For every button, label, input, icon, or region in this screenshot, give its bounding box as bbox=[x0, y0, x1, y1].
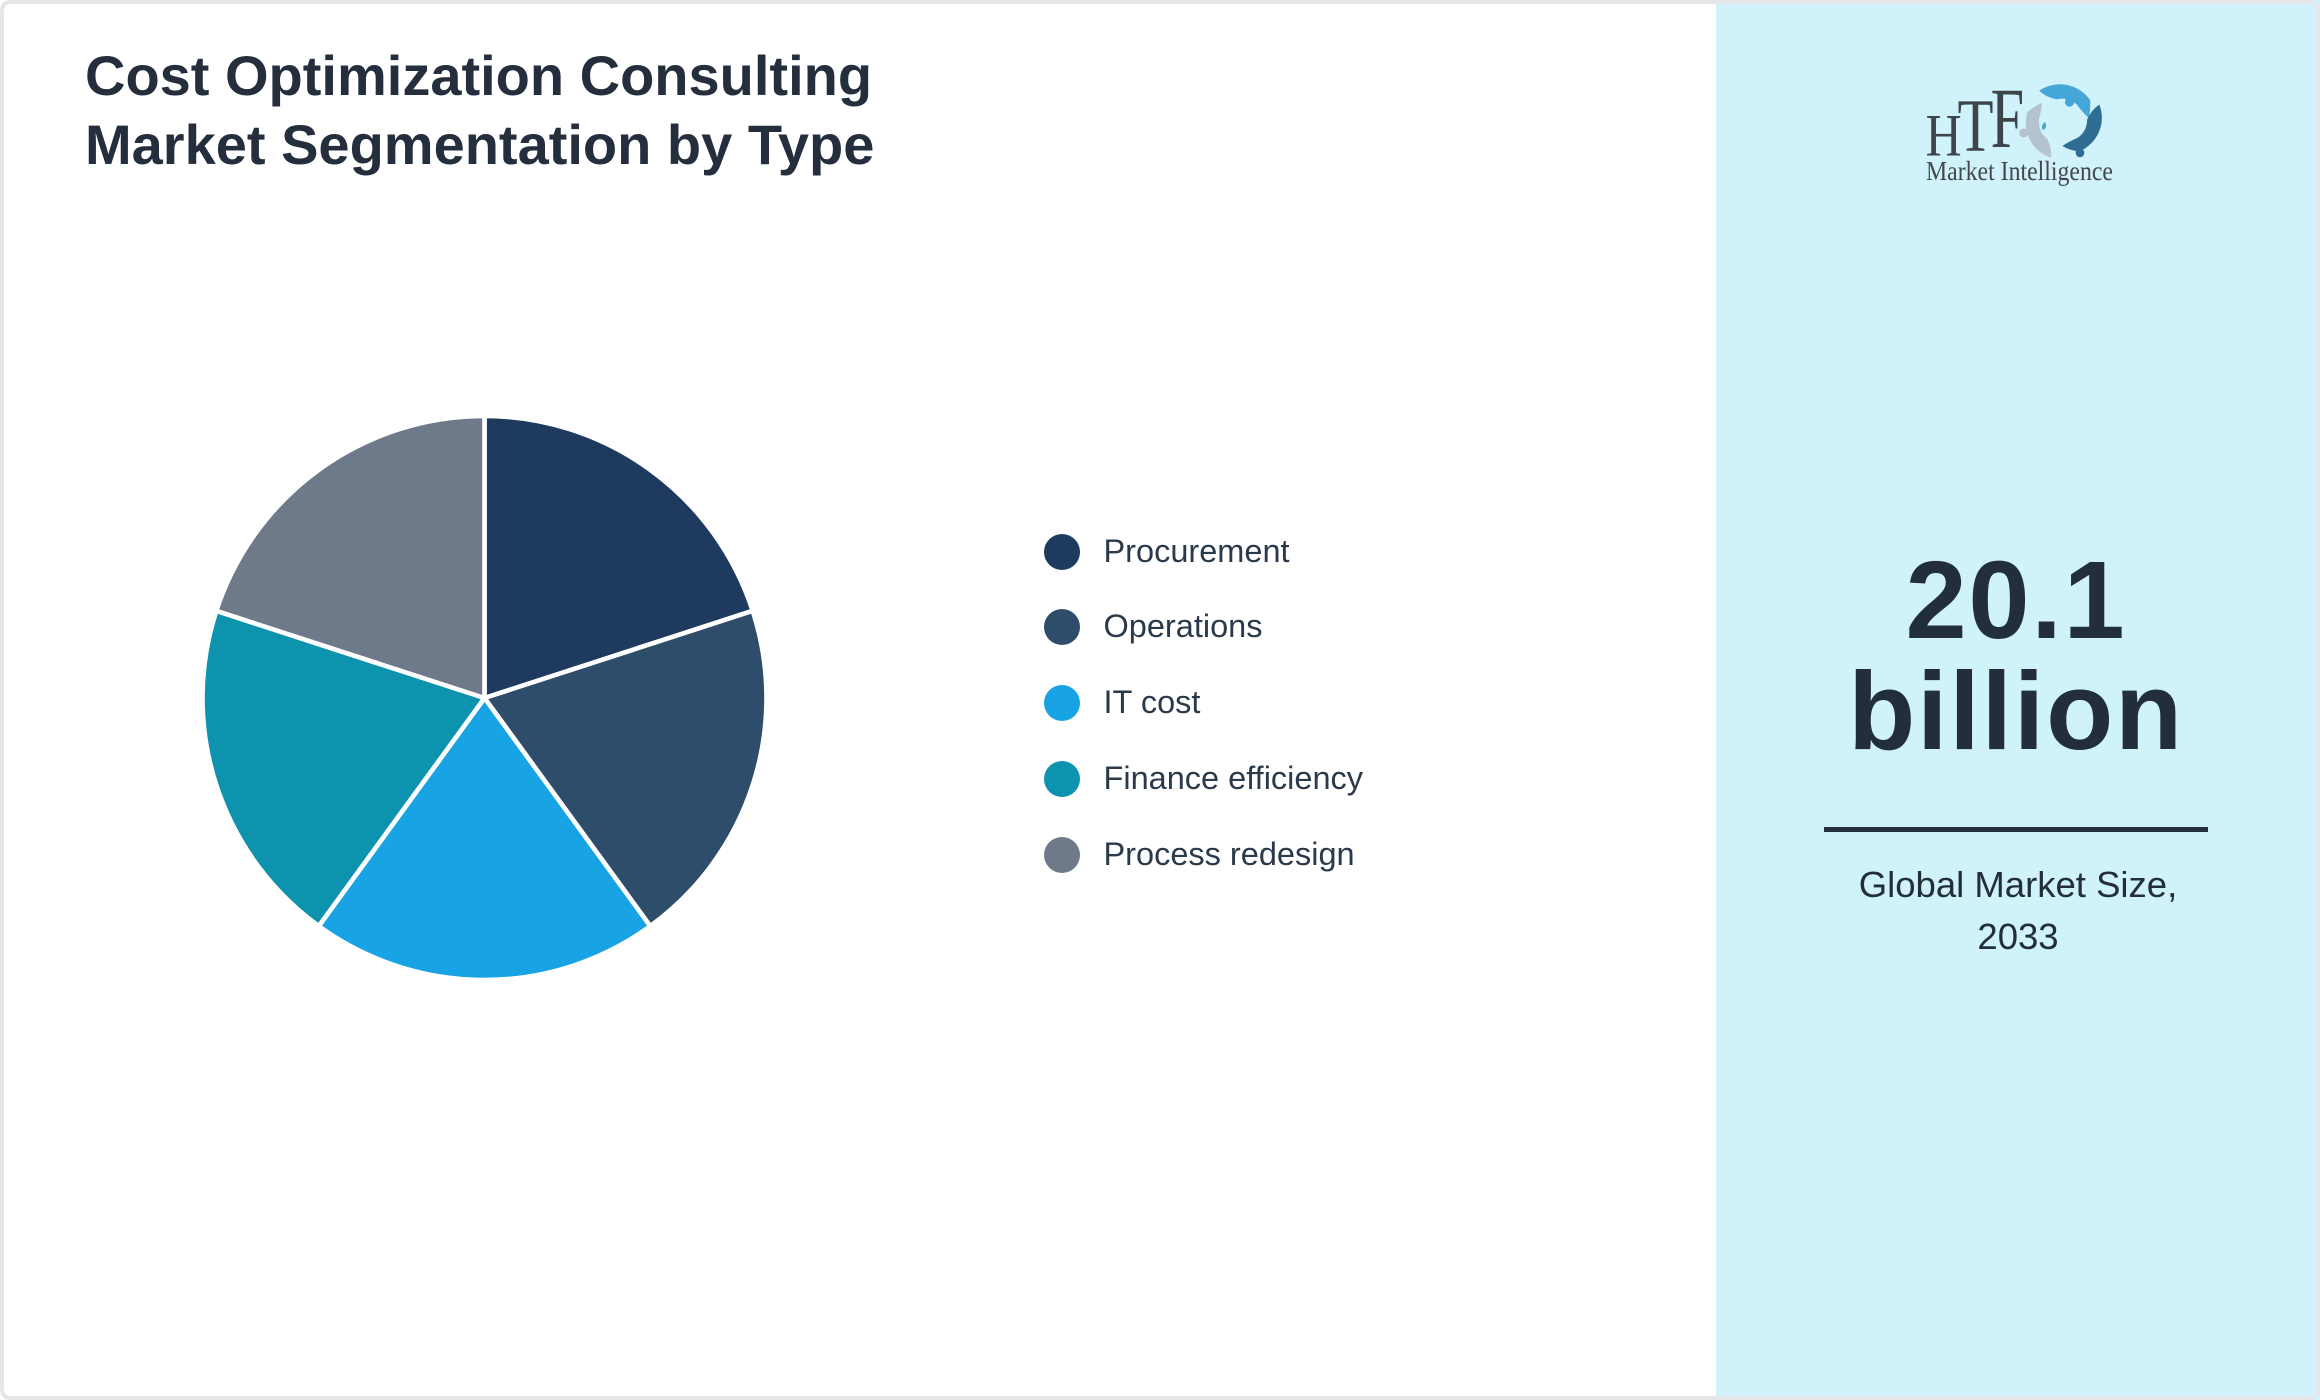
svg-text:F: F bbox=[1991, 72, 2025, 166]
svg-text:T: T bbox=[1958, 85, 1994, 168]
svg-text:H: H bbox=[1926, 103, 1962, 170]
svg-text:Market Intelligence: Market Intelligence bbox=[1926, 156, 2113, 186]
